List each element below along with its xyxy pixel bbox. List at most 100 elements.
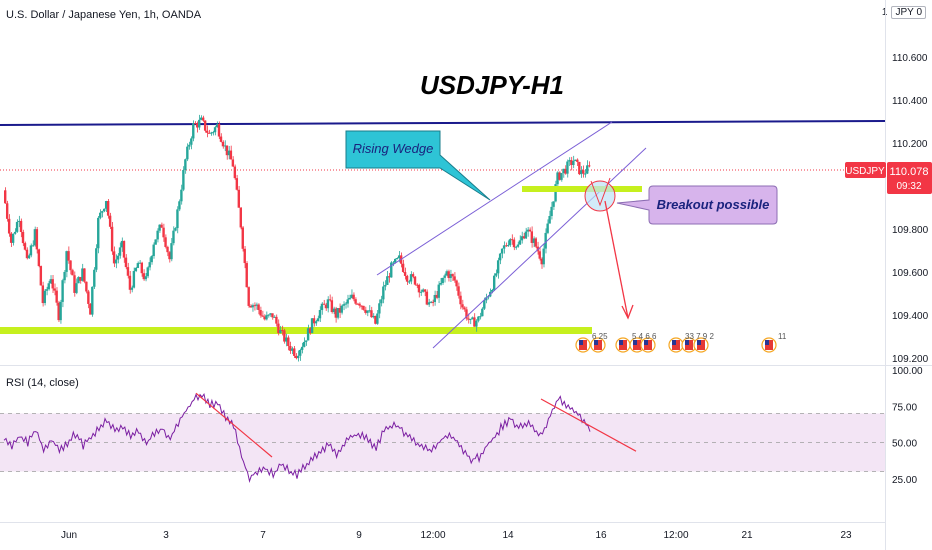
candle-body: [170, 243, 173, 260]
candle-body: [186, 146, 189, 160]
candle-body: [132, 271, 136, 288]
candle-body: [211, 132, 215, 134]
price-tick-label: 109.400: [892, 311, 929, 322]
rsi-label[interactable]: RSI (14, close): [6, 377, 79, 389]
candle-body: [101, 211, 104, 213]
candle-body: [142, 273, 145, 280]
economic-events[interactable]: 6 25 5 4 6 6 33 7 9 2 11: [575, 332, 787, 353]
candle-body: [225, 145, 229, 156]
candle-body: [526, 229, 530, 232]
candle-body: [312, 318, 316, 324]
candle-body: [459, 295, 462, 305]
candle-body: [409, 274, 413, 282]
candle-body: [467, 318, 470, 320]
candle-body: [572, 160, 575, 166]
candle-body: [261, 315, 264, 317]
candle-body: [566, 161, 569, 174]
time-tick-label: 14: [502, 530, 514, 541]
breakout-circle[interactable]: [584, 180, 616, 212]
candle-body: [548, 215, 551, 224]
current-price-tag[interactable]: USDJPY 110.078 09:32: [845, 162, 932, 194]
candle-body: [245, 263, 248, 288]
candle-body: [332, 308, 336, 313]
candle-body: [118, 247, 122, 256]
wedge-upper-line[interactable]: [376, 121, 613, 276]
candle-body: [582, 170, 585, 174]
currency-num: 1: [881, 7, 888, 18]
rsi-line[interactable]: [3, 392, 591, 483]
breakout-zone[interactable]: [522, 186, 642, 192]
time-tick-label: Jun: [61, 530, 77, 541]
candle-body: [463, 307, 466, 310]
candle-body: [209, 132, 213, 134]
candle-body: [316, 318, 320, 322]
candle-body: [41, 285, 45, 304]
price-tick-label: 109.800: [892, 225, 929, 236]
candle-body: [372, 315, 375, 318]
candle-body: [584, 173, 587, 175]
candle-body: [11, 233, 15, 243]
price-tick-label: 110.200: [892, 139, 928, 150]
candle-body: [17, 220, 21, 222]
price-axis[interactable]: 110.600 110.400 110.200 109.800 109.600 109.4…: [892, 53, 929, 365]
candle-body: [524, 231, 528, 239]
us-flag-canton: [579, 340, 583, 345]
candle-body: [475, 320, 478, 327]
candle-body: [140, 262, 144, 274]
candle-body: [449, 274, 452, 279]
rising-wedge-callout[interactable]: Rising Wedge: [345, 130, 491, 201]
rising-wedge-label: Rising Wedge: [353, 141, 434, 156]
rsi-axis[interactable]: 100.00 75.00 50.00 25.00: [892, 366, 923, 486]
rsi-pane[interactable]: [0, 392, 885, 483]
candle-body: [184, 159, 187, 170]
support-zone[interactable]: [0, 327, 592, 334]
candle-body: [429, 301, 433, 303]
candle-body: [520, 236, 524, 241]
candle-body: [138, 262, 142, 264]
candle-body: [504, 245, 508, 247]
candle-body: [479, 316, 482, 318]
candle-body: [481, 308, 484, 317]
rsi-divergence-line-1[interactable]: [195, 392, 273, 458]
currency-code-box[interactable]: JPY 0: [891, 6, 926, 19]
candle-body: [7, 218, 11, 234]
candle-body: [471, 317, 474, 319]
candle-body: [320, 303, 324, 311]
wedge-lower-line[interactable]: [432, 147, 647, 349]
rsi-divergence-line-2[interactable]: [540, 398, 637, 452]
candle-body: [23, 243, 27, 250]
us-flag-canton: [765, 340, 769, 345]
resistance-line[interactable]: [0, 120, 886, 126]
breakout-callout[interactable]: Breakout possible: [616, 185, 778, 225]
candle-body: [318, 310, 322, 319]
candle-body: [198, 119, 201, 128]
candle-body: [265, 315, 268, 320]
candle-body: [168, 252, 171, 260]
candle-body: [498, 253, 502, 261]
candle-body: [102, 208, 106, 212]
time-axis[interactable]: Jun 3 7 9 12:00 14 16 12:00 21 23: [61, 530, 852, 541]
candle-body: [156, 230, 159, 240]
candlestick-series[interactable]: [4, 114, 591, 362]
candle-body: [554, 184, 557, 202]
price-tag-bg: [887, 162, 932, 194]
currency-badge[interactable]: 1 JPY 0: [882, 6, 926, 19]
candle-body: [588, 165, 591, 167]
candle-body: [352, 294, 355, 300]
candle-body: [285, 337, 288, 342]
candle-body: [300, 346, 304, 350]
candle-body: [33, 229, 37, 246]
rising-wedge-callout-shape: [345, 130, 491, 201]
candle-body: [164, 237, 167, 247]
symbol-title[interactable]: U.S. Dollar / Japanese Yen, 1h, OANDA: [6, 9, 202, 21]
candle-body: [390, 262, 393, 278]
candle-body: [13, 231, 17, 234]
event-count-label: 6 25: [592, 332, 608, 341]
projection-arrow-line[interactable]: [604, 200, 629, 319]
candle-body: [518, 240, 522, 245]
candle-body: [19, 220, 23, 233]
candle-body: [130, 287, 134, 290]
candle-body: [417, 284, 421, 293]
candle-body: [29, 245, 33, 256]
